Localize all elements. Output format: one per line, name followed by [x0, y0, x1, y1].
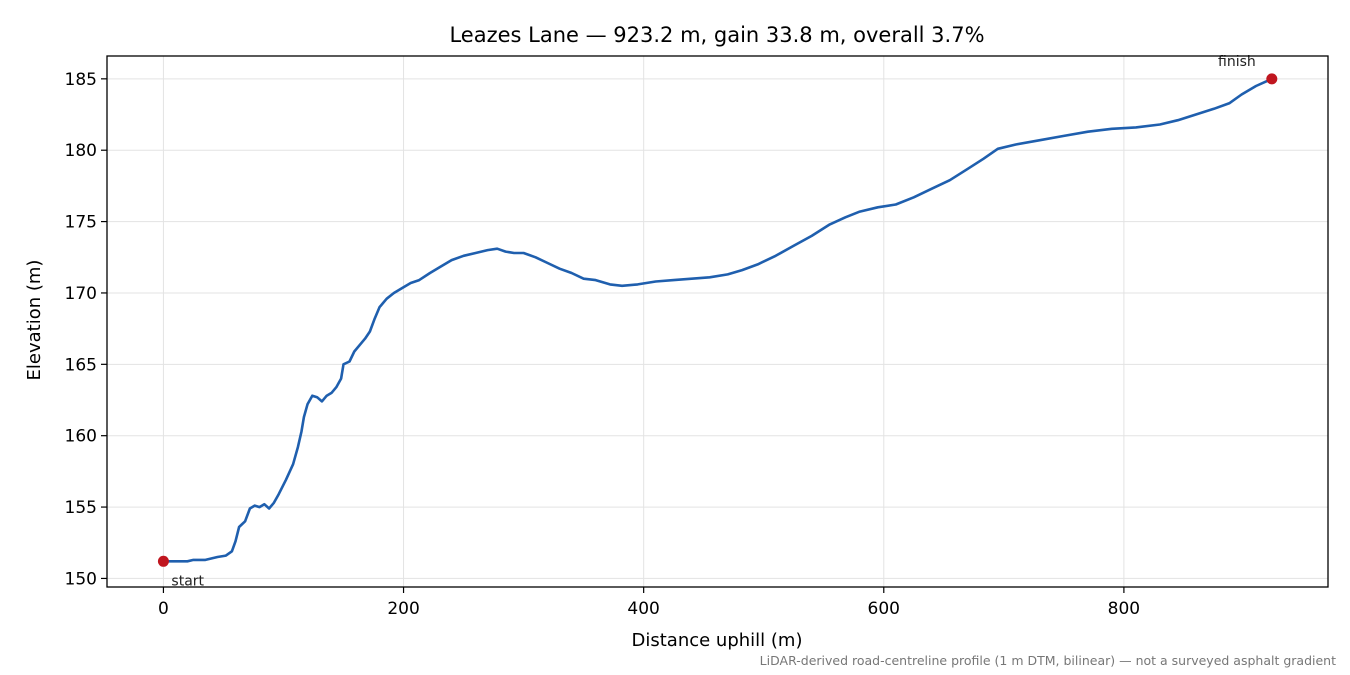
x-tick-label: 600 [868, 599, 900, 619]
grid-lines [107, 56, 1328, 587]
y-tick-label: 165 [65, 355, 97, 375]
endpoint-markers: start finish [157, 54, 1278, 589]
start-marker [157, 555, 169, 567]
y-tick-label: 180 [65, 141, 97, 161]
finish-marker-label: finish [1218, 54, 1256, 70]
chart-title: Leazes Lane — 923.2 m, gain 33.8 m, over… [449, 23, 984, 47]
plot-area-frame [106, 55, 1329, 588]
x-tick-label: 200 [387, 599, 419, 619]
x-axis-ticks: 0 200 400 600 800 [158, 587, 1140, 619]
start-marker-label: start [171, 573, 204, 589]
x-axis-label: Distance uphill (m) [632, 630, 803, 651]
x-tick-label: 800 [1108, 599, 1140, 619]
elevation-series-line [162, 77, 1274, 563]
y-tick-label: 175 [65, 213, 97, 233]
y-tick-label: 155 [65, 498, 97, 518]
y-tick-label: 185 [65, 70, 97, 90]
y-tick-label: 170 [65, 284, 97, 304]
y-axis-ticks: 150 155 160 165 170 175 180 185 [65, 70, 107, 589]
x-tick-label: 400 [627, 599, 659, 619]
y-axis-label: Elevation (m) [24, 260, 45, 381]
x-tick-label: 0 [158, 599, 169, 619]
finish-marker [1266, 73, 1278, 85]
data-source-footnote: LiDAR-derived road-centreline profile (1… [760, 653, 1336, 668]
y-tick-label: 150 [65, 569, 97, 589]
y-tick-label: 160 [65, 427, 97, 447]
